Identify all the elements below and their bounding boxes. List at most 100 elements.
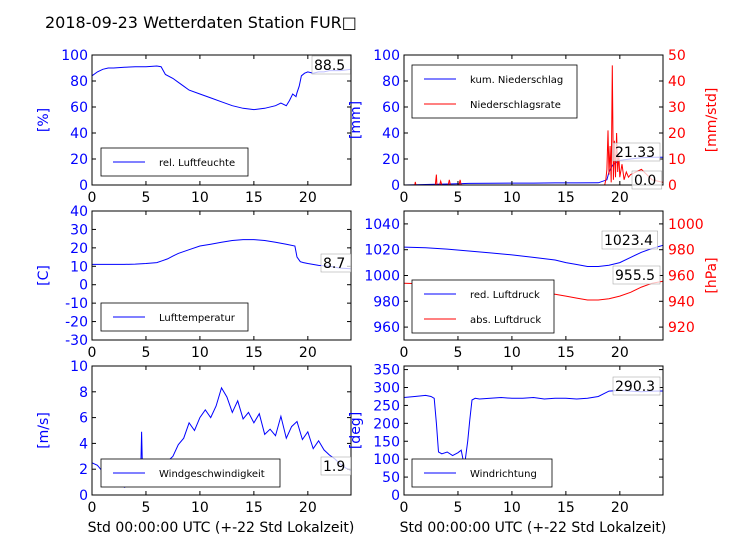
value-annotation: 88.5 [314,58,345,74]
x-tick-label: 15 [557,345,575,361]
y-tick-label: 1040 [364,217,400,233]
annotation-box [612,142,661,162]
x-tick-label: 5 [141,345,150,361]
y2-axis-label: [mm/std] [704,88,720,153]
chart-panel-2: 0 5 10 15 20 0 20 40 60 80 100 0 10 20 30 40 50 [mm] [mm/s… [348,48,720,206]
x-tick-label: 20 [299,190,317,206]
chart-panel-6: 0 5 10 15 20050100150200250300350[deg]Windri… [348,363,664,516]
x-tick-label: 10 [191,500,209,516]
y-tick-label: 2 [79,462,88,478]
x-tick-label: 10 [191,190,209,206]
x-tick-label: 20 [611,345,629,361]
y2-tick-label: 980 [668,243,695,259]
plot-frame [91,365,352,496]
y2-tick-label: 10 [668,152,686,168]
y-tick-label: 10 [70,359,88,375]
y-tick-label: 100 [373,452,400,468]
x-tick-label: 5 [453,500,462,516]
y-tick-label: 980 [373,294,400,310]
x-tick-label: 10 [503,345,521,361]
annotation-box [631,170,663,190]
y-tick-label: 80 [70,74,88,90]
figure-title: 2018-09-23 Wetterdaten Station FUR□ [45,13,357,32]
x-tick-label: 15 [557,500,575,516]
plot-frame [91,210,352,341]
chart-panel-5: 0 5 10 15 20 0 2 4 6 8 10 [m/s] Windgeschwindigkeit 1… [36,359,352,516]
y-tick-label: 10 [70,259,88,275]
value-annotation: 955.5 [615,268,655,284]
legend: rel. Luftfeuchte [100,147,249,177]
y2-tick-label: 50 [668,48,686,64]
y-tick-label: 300 [373,381,400,397]
y-tick-label: 200 [373,416,400,432]
x-tick-label: 5 [141,190,150,206]
legend: kum. Niederschlag Niederschlagsrate [411,64,578,119]
y-tick-label: 0 [79,178,88,194]
legend-box [411,64,578,119]
chart-panel-4: 0 5 10 15 20 960 980 1000 1020 1040 920 940 960 980 10… [364,210,720,361]
y-tick-label: 0 [79,278,88,294]
y-tick-label: 350 [373,363,400,379]
y-tick-label: 20 [70,241,88,257]
y-tick-label: 0 [391,488,400,504]
x-tick-label: 10 [503,500,521,516]
x-tick-label: 20 [299,500,317,516]
y-axis-label: [m/s] [36,412,52,449]
x-tick-label: 10 [503,190,521,206]
series-line-1 [403,156,663,186]
y-axis-label: [C] [36,265,52,286]
y-tick-label: 1020 [364,243,400,259]
y-tick-label: 40 [70,126,88,142]
series-line-1 [403,389,664,467]
y-tick-label: 1000 [364,269,400,285]
y-tick-label: 0 [79,488,88,504]
legend-label: Windgeschwindigkeit [159,469,265,480]
annotation-box [601,230,658,250]
x-tick-label: 20 [299,345,317,361]
legend-label: Lufttemperatur [159,313,236,324]
value-annotation: 290.3 [615,379,655,395]
x-tick-label: 15 [245,500,263,516]
y2-axis-label: [hPa] [704,257,720,293]
plot-frame [403,54,664,186]
y2-tick-label: 960 [668,269,695,285]
annotation-box [612,376,661,396]
legend-label: rel. Luftfeuchte [159,158,235,169]
y-axis-label: [%] [36,108,52,132]
y-tick-label: 8 [79,385,88,401]
legend-box [411,279,555,334]
value-annotation: 8.7 [323,256,345,272]
y-tick-label: 150 [373,434,400,450]
y-tick-label: -20 [65,315,88,331]
y-tick-label: 20 [70,152,88,168]
chart-panel-1: 0 5 10 15 20 0 20 40 60 80 100 [%] rel. Luftfeuchte 8… [36,48,352,206]
x-tick-label: 5 [141,500,150,516]
y-tick-label: 100 [373,48,400,64]
legend-label: kum. Niederschlag [470,75,563,86]
x-tick-label: 0 [400,345,409,361]
x-axis-label-left: Std 00:00:00 UTC (+-22 Std Lokalzeit) [88,520,355,536]
y-tick-label: 6 [79,411,88,427]
value-annotation: 1023.4 [604,233,653,249]
plot-frame [91,54,352,186]
y-tick-label: 100 [61,48,88,64]
series-line-1 [403,244,664,267]
x-tick-label: 0 [400,190,409,206]
y2-tick-label: 30 [668,100,686,116]
x-tick-label: 5 [453,190,462,206]
y-tick-label: -30 [65,333,88,349]
y-tick-label: 60 [382,100,400,116]
y-tick-label: 80 [382,74,400,90]
y2-tick-label: 40 [668,74,686,90]
y-tick-label: 60 [70,100,88,116]
x-tick-label: 10 [191,345,209,361]
y-axis-label: [mm] [348,101,364,139]
legend-label: Windrichtung [470,469,537,480]
y2-tick-label: 1000 [668,217,704,233]
x-tick-label: 0 [88,500,97,516]
y-tick-label: 4 [79,436,88,452]
annotation-box [311,55,351,75]
y2-tick-label: 20 [668,126,686,142]
value-annotation: 21.33 [615,145,655,161]
